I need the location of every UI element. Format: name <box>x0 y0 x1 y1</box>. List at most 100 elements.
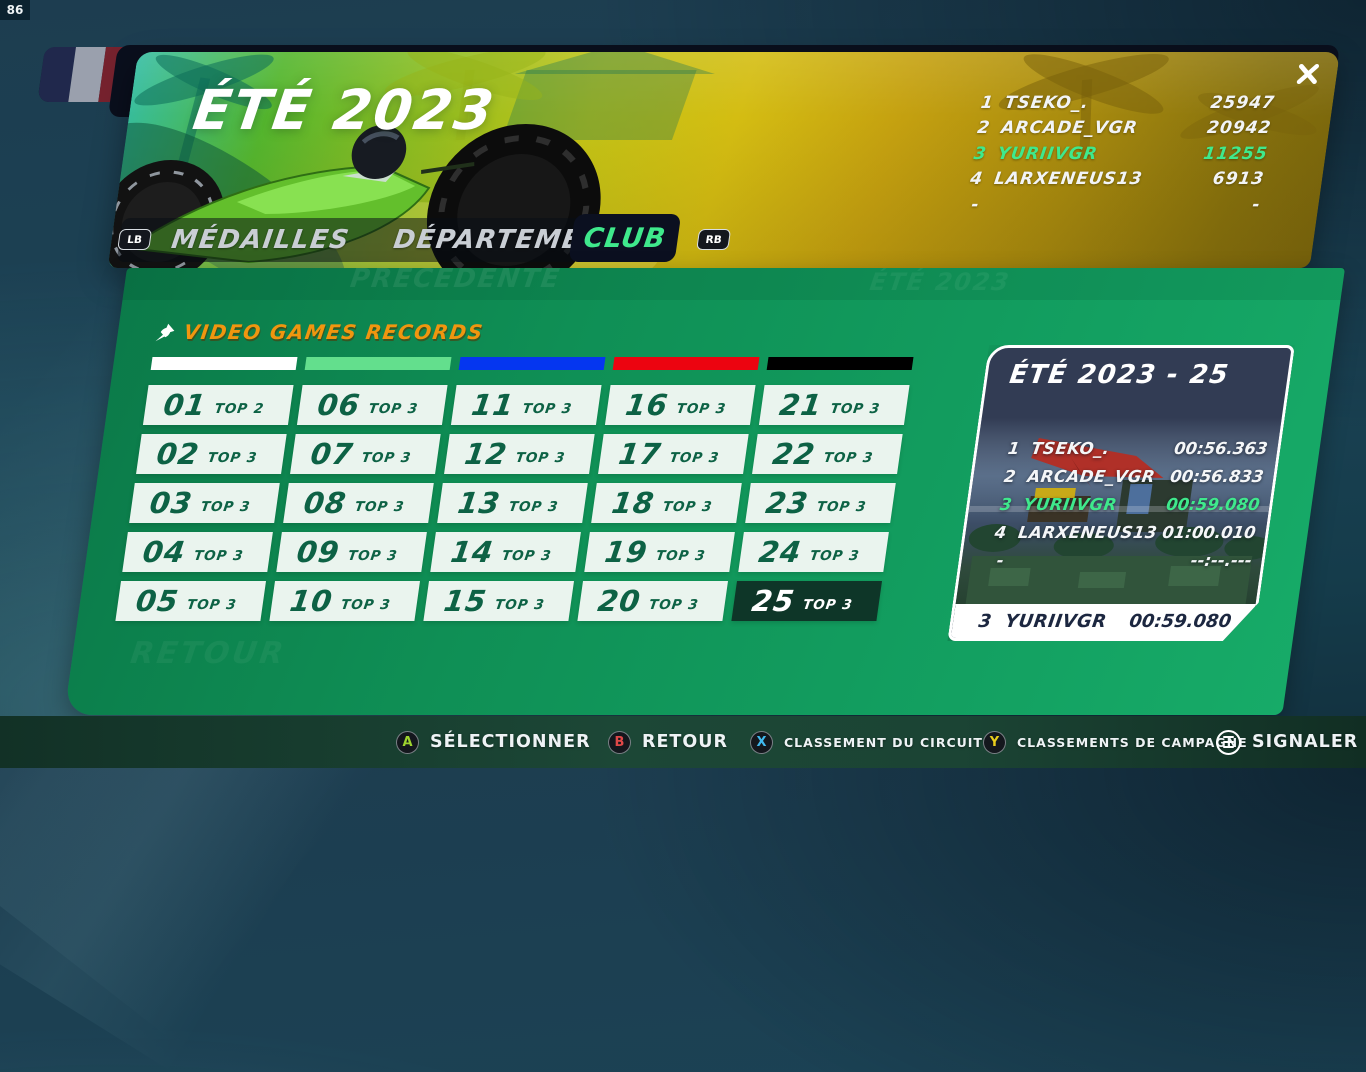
close-button[interactable] <box>1291 60 1325 90</box>
leaderboard-row: 1 TSEKO_. 00:56.363 <box>992 434 1270 462</box>
track-number: 03 <box>147 486 195 520</box>
rank: 4 <box>993 522 1008 542</box>
time: 01:00.010 <box>1161 522 1258 542</box>
track-number: 16 <box>623 388 671 422</box>
button-y-icon: Y <box>983 730 1006 754</box>
player-name: ARCADE_VGR <box>1026 466 1157 486</box>
difficulty-bar-black <box>766 357 914 370</box>
track-cell-03[interactable]: 03 TOP 3 <box>129 483 280 523</box>
track-number: 23 <box>763 486 811 520</box>
track-cell-19[interactable]: 19 TOP 3 <box>584 532 735 572</box>
track-cell-08[interactable]: 08 TOP 3 <box>283 483 434 523</box>
time: 00:59.080 <box>1128 610 1233 632</box>
track-medal: TOP 3 <box>346 548 399 564</box>
track-cell-25-selected[interactable]: 25 TOP 3 <box>731 581 883 621</box>
track-cell-15[interactable]: 15 TOP 3 <box>423 581 575 621</box>
hint-back[interactable]: B RETOUR <box>608 716 728 768</box>
track-medal: TOP 3 <box>199 499 252 515</box>
track-cell-07[interactable]: 07 TOP 3 <box>290 434 441 474</box>
track-number: 09 <box>294 535 342 569</box>
track-cell-10[interactable]: 10 TOP 3 <box>269 581 421 621</box>
track-cell-04[interactable]: 04 TOP 3 <box>122 532 273 572</box>
track-leaderboard: 1 TSEKO_. 00:56.363 2 ARCADE_VGR 00:56.8… <box>976 434 1270 574</box>
track-cell-21[interactable]: 21 TOP 3 <box>758 385 910 425</box>
track-medal: TOP 3 <box>675 401 728 417</box>
track-cell-06[interactable]: 06 TOP 3 <box>296 385 448 425</box>
track-medal: TOP 3 <box>661 499 714 515</box>
leaderboard-row: 2 ARCADE_VGR 20942 <box>957 116 1273 142</box>
gamepad-rb-badge[interactable]: RB <box>696 229 732 250</box>
hint-label: RETOUR <box>642 732 728 752</box>
track-cell-22[interactable]: 22 TOP 3 <box>752 434 903 474</box>
rank: 2 <box>1002 466 1017 486</box>
menu-icon <box>1216 729 1241 755</box>
track-medal: TOP 3 <box>493 597 546 613</box>
track-number: 14 <box>448 535 496 569</box>
track-cell-11[interactable]: 11 TOP 3 <box>450 385 602 425</box>
score: - <box>1251 194 1262 215</box>
hint-campaign-leaderboards[interactable]: Y CLASSEMENTS DE CAMPAGNE <box>983 716 1248 768</box>
tab-club-active[interactable]: CLUB <box>568 214 682 262</box>
track-grid: 01 TOP 2 02 TOP 3 03 TOP 3 04 TOP 3 05 TOP 3 … <box>115 385 910 621</box>
track-cell-23[interactable]: 23 TOP 3 <box>745 483 896 523</box>
track-cell-24[interactable]: 24 TOP 3 <box>738 532 889 572</box>
track-number: 22 <box>770 437 818 471</box>
hint-label: SIGNALER <box>1252 732 1359 752</box>
rank: - <box>970 194 980 215</box>
rank: 1 <box>979 92 995 113</box>
difficulty-bar-green <box>304 357 452 370</box>
leaderboard-row: - - <box>947 192 1263 218</box>
hint-track-leaderboard[interactable]: X CLASSEMENT DU CIRCUIT <box>750 716 983 768</box>
track-number: 12 <box>462 437 510 471</box>
player-name: TSEKO_. <box>1003 92 1091 113</box>
score: 20942 <box>1205 118 1273 139</box>
campaign-banner: ÉTÉ 2023 1 TSEKO_. 25947 2 ARCADE_VGR 20… <box>107 52 1340 268</box>
score: 6913 <box>1211 169 1266 190</box>
hint-select[interactable]: A SÉLECTIONNER <box>396 716 591 768</box>
button-a-icon: A <box>396 730 419 754</box>
difficulty-bars <box>150 357 914 370</box>
controls-bar: A SÉLECTIONNER B RETOUR X CLASSEMENT DU … <box>0 716 1366 768</box>
track-cell-18[interactable]: 18 TOP 3 <box>591 483 742 523</box>
track-number: 08 <box>301 486 349 520</box>
track-number: 19 <box>602 535 650 569</box>
gamepad-lb-badge[interactable]: LB <box>117 229 153 250</box>
track-thumbnail <box>955 418 1282 610</box>
track-cell-13[interactable]: 13 TOP 3 <box>437 483 588 523</box>
tab-medals[interactable]: MÉDAILLES <box>169 225 352 255</box>
campaign-title: ÉTÉ 2023 <box>189 78 500 142</box>
leaderboard-row: - --:--.--- <box>976 546 1254 574</box>
player-name: YURIIVGR <box>996 143 1100 164</box>
button-b-icon: B <box>608 730 631 754</box>
track-cell-09[interactable]: 09 TOP 3 <box>276 532 427 572</box>
track-cell-02[interactable]: 02 TOP 3 <box>136 434 287 474</box>
track-medal: TOP 3 <box>801 597 854 613</box>
campaign-leaderboard: 1 TSEKO_. 25947 2 ARCADE_VGR 20942 3 YUR… <box>947 90 1277 218</box>
player-name: TSEKO_. <box>1030 438 1112 458</box>
track-medal: TOP 3 <box>829 401 882 417</box>
time: 00:56.363 <box>1172 438 1269 458</box>
track-number: 11 <box>469 388 517 422</box>
track-title: ÉTÉ 2023 - 25 <box>1007 360 1232 390</box>
track-cell-12[interactable]: 12 TOP 3 <box>444 434 595 474</box>
time: 00:56.833 <box>1169 466 1265 486</box>
track-cell-14[interactable]: 14 TOP 3 <box>430 532 581 572</box>
track-medal: TOP 3 <box>514 450 567 466</box>
track-medal: TOP 3 <box>353 499 406 515</box>
track-number: 20 <box>595 584 643 618</box>
pin-icon <box>155 323 175 341</box>
track-medal: TOP 2 <box>213 401 266 417</box>
track-cell-16[interactable]: 16 TOP 3 <box>604 385 756 425</box>
hint-report[interactable]: SIGNALER <box>1216 716 1358 768</box>
rank: 3 <box>998 494 1013 514</box>
track-cell-01[interactable]: 01 TOP 2 <box>142 385 294 425</box>
track-number: 01 <box>161 388 209 422</box>
time: --:--.--- <box>1189 550 1254 570</box>
track-cell-17[interactable]: 17 TOP 3 <box>598 434 749 474</box>
leaderboard-row: 2 ARCADE_VGR 00:56.833 <box>988 462 1266 490</box>
track-cell-20[interactable]: 20 TOP 3 <box>577 581 729 621</box>
track-number: 07 <box>308 437 356 471</box>
player-name: LARXENEUS13 <box>1017 522 1159 542</box>
ghost-previous-label: PRÉCÉDENTE <box>348 268 563 294</box>
track-cell-05[interactable]: 05 TOP 3 <box>115 581 267 621</box>
